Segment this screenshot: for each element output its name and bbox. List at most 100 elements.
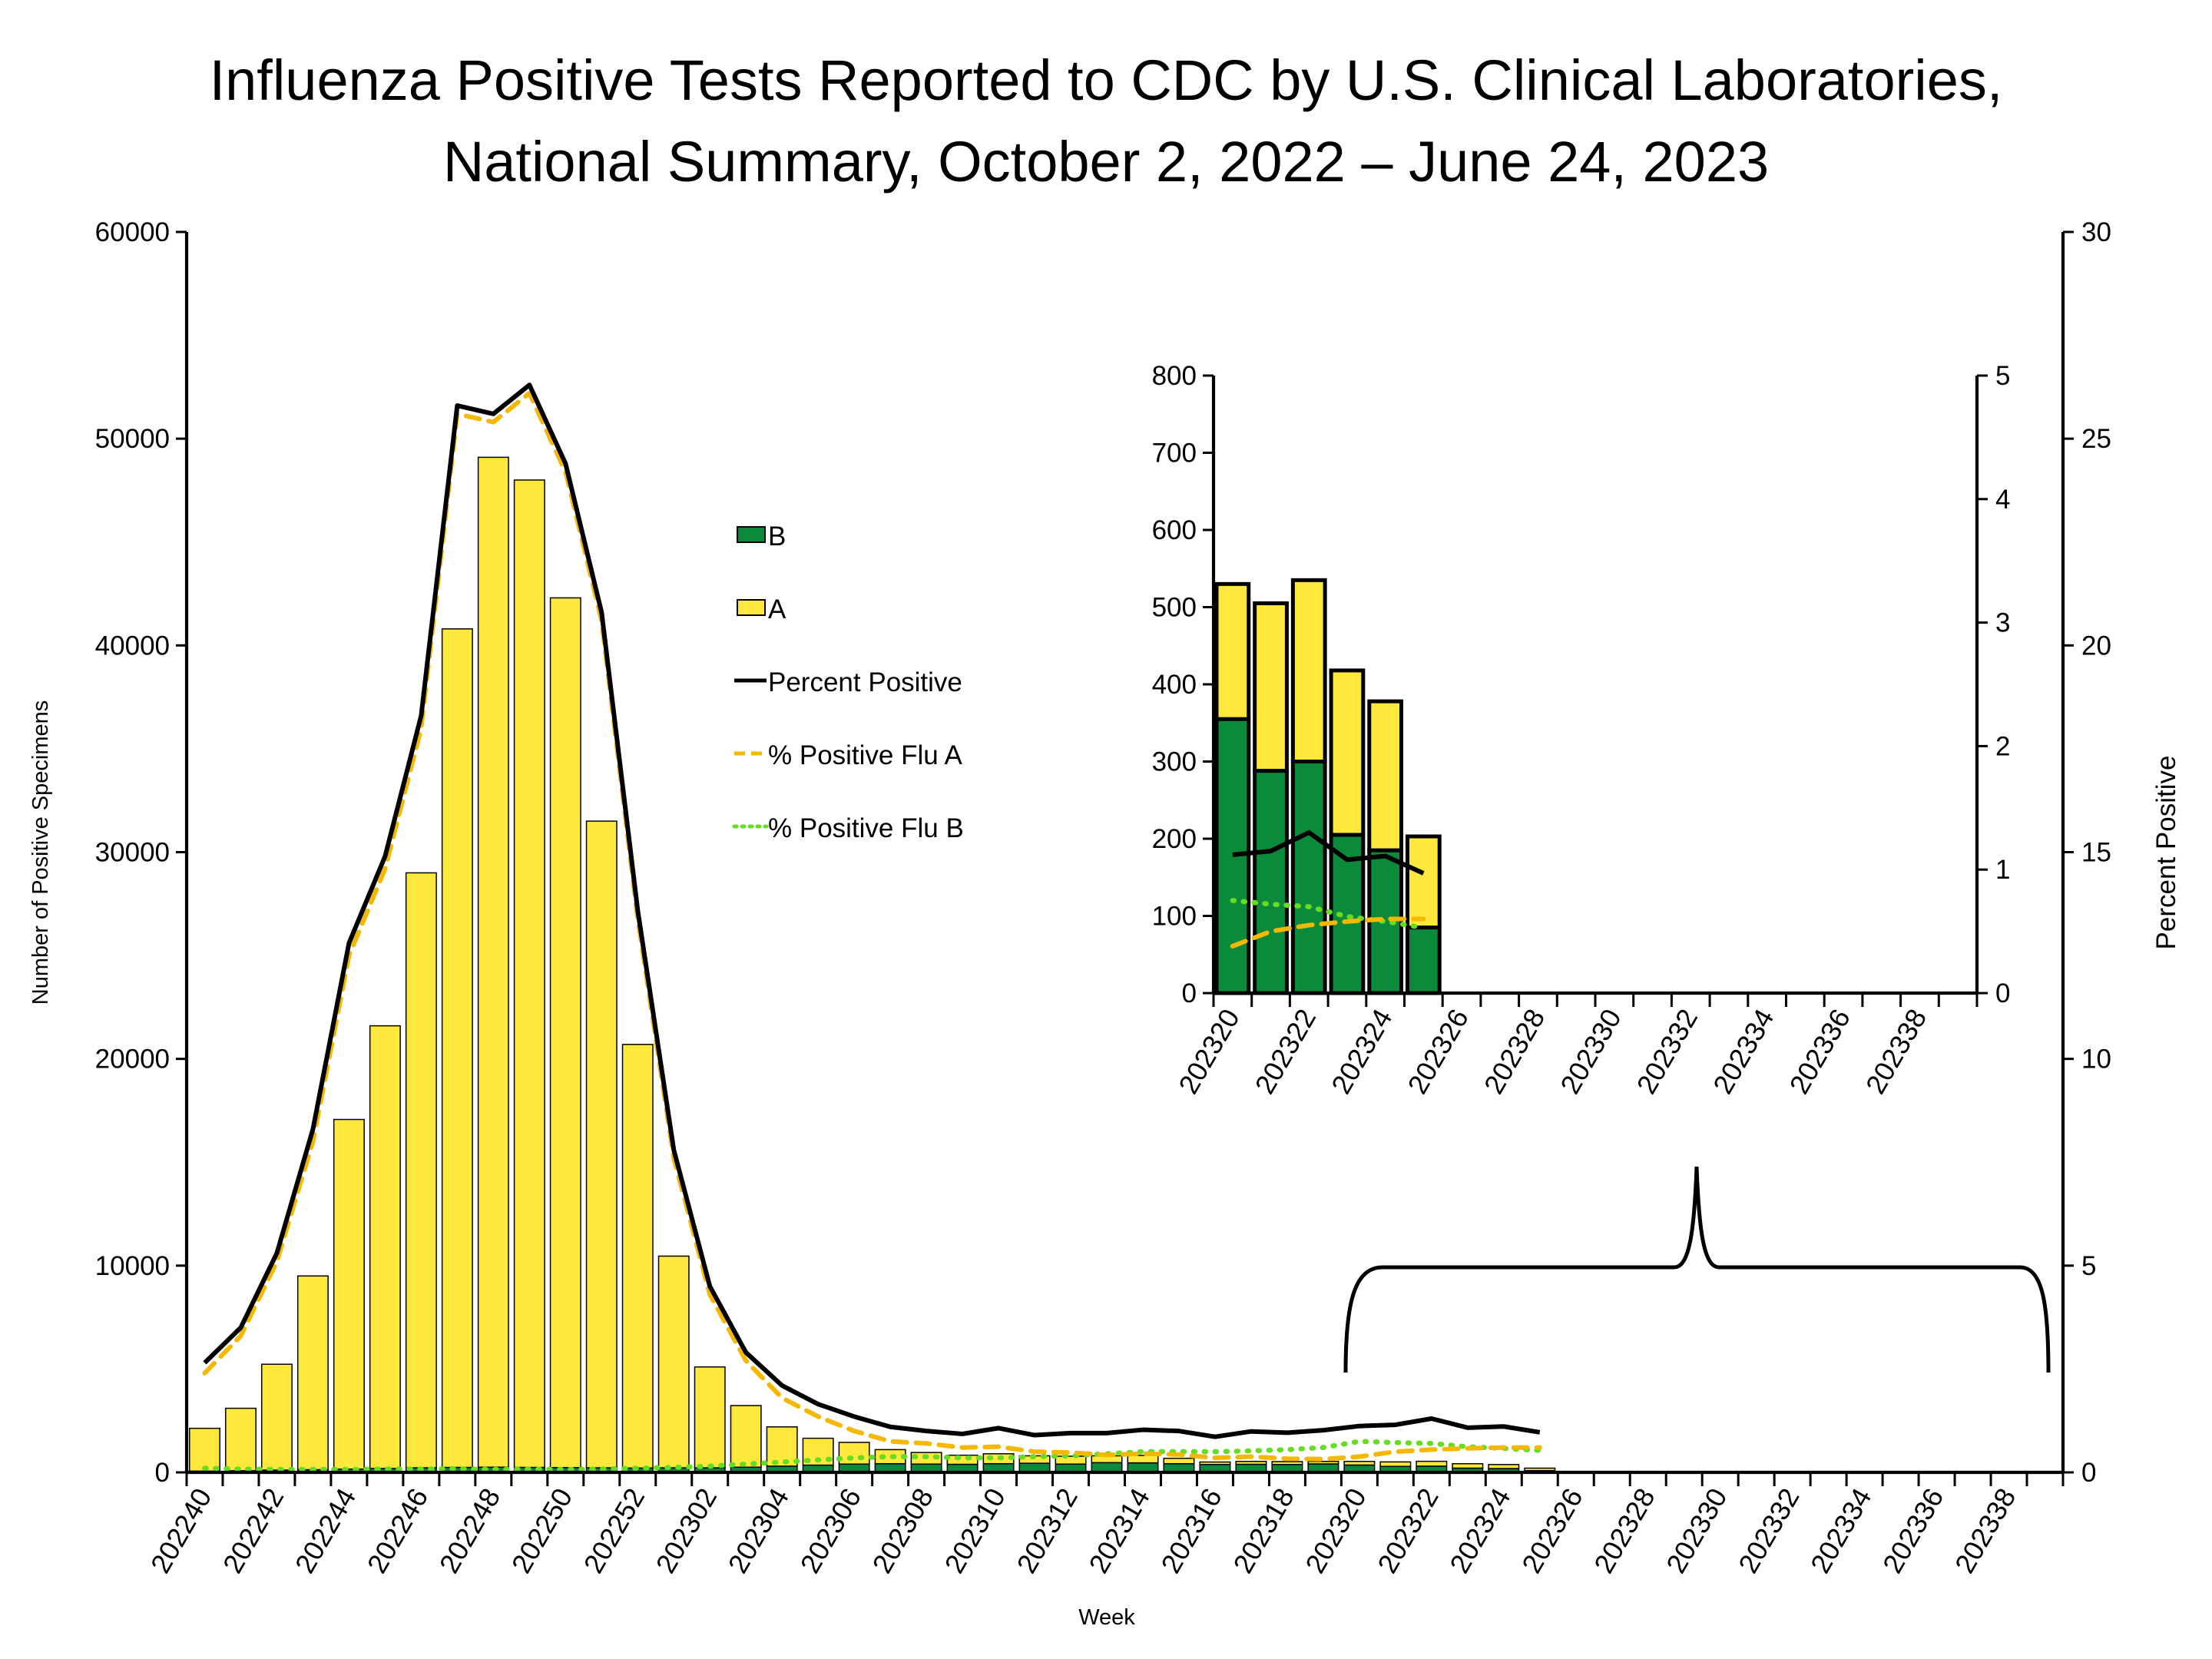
main-bar-a-202250 [549, 597, 581, 1469]
main-x-tick-label: 202324 [1443, 1483, 1517, 1579]
main-bar-a-202320 [1343, 1460, 1376, 1466]
inset-y2-tick-label: 0 [1995, 979, 2010, 1008]
main-y2-tick-label: 0 [2081, 1458, 2096, 1488]
main-x-tick-label: 202250 [505, 1483, 579, 1579]
legend-label-b: B [768, 522, 786, 551]
inset-y-tick-label: 800 [1152, 361, 1197, 391]
main-x-tick-label: 202338 [1949, 1483, 2022, 1579]
main-bar-a-202241 [224, 1407, 257, 1472]
main-bar-a-202323 [1452, 1462, 1484, 1469]
inset-bar-a-202325 [1405, 834, 1442, 930]
inset-bar-a-202322 [1290, 578, 1327, 764]
main-x-tick-label: 202244 [289, 1483, 363, 1579]
main-x-tick-label: 202326 [1515, 1483, 1589, 1579]
inset-x-tick-label: 202330 [1554, 1004, 1628, 1100]
main-x-tick-label: 202314 [1082, 1483, 1156, 1579]
main-y-tick-label: 40000 [95, 631, 170, 661]
inset-y2-tick-label: 2 [1995, 731, 2010, 761]
main-bar-a-202245 [369, 1025, 401, 1469]
inset-bar-b-202325 [1405, 926, 1442, 995]
main-x-tick-label: 202302 [650, 1483, 724, 1579]
main-x-tick-label: 202246 [361, 1483, 435, 1579]
legend-label-positive-flu-b: % Positive Flu B [768, 813, 964, 843]
main-bar-a-202306 [838, 1442, 870, 1465]
main-bar-a-202303 [730, 1405, 762, 1469]
main-bar-a-202316 [1199, 1461, 1231, 1465]
main-bar-a-202244 [333, 1118, 365, 1470]
main-bar-a-202319 [1307, 1460, 1339, 1465]
main-plot: 0100002000030000400005000060000051015202… [95, 217, 2111, 1578]
inset-line-positive-flu-b [1230, 898, 1426, 931]
main-x-tick-label: 202240 [144, 1483, 218, 1579]
main-y2-tick-label: 10 [2081, 1045, 2111, 1075]
inset-y2-tick-label: 5 [1995, 361, 2010, 391]
main-bar-a-202317 [1235, 1460, 1267, 1465]
legend-swatch-a [737, 599, 766, 616]
main-bar-a-202252 [621, 1044, 654, 1469]
y-axis-title: Number of Positive Specimens [28, 700, 53, 1005]
main-bar-a-202314 [1127, 1455, 1159, 1464]
inset-x-tick-label: 202334 [1707, 1004, 1780, 1100]
main-y-tick-label: 30000 [95, 838, 170, 868]
main-bar-a-202249 [513, 479, 545, 1469]
main-y2-tick-label: 5 [2081, 1251, 2096, 1281]
inset-y2-tick-label: 3 [1995, 608, 2010, 638]
main-bar-a-202325 [1524, 1467, 1556, 1472]
main-x-tick-label: 202308 [866, 1483, 939, 1579]
legend-label-percent-positive: Percent Positive [768, 667, 962, 697]
inset-y-tick-label: 200 [1152, 824, 1197, 854]
main-y2-tick-label: 20 [2081, 631, 2111, 661]
main-x-tick-label: 202306 [793, 1483, 867, 1579]
main-line-percent-positive [203, 382, 1541, 1439]
main-x-tick-label: 202332 [1732, 1483, 1806, 1579]
main-bar-a-202242 [260, 1363, 293, 1471]
main-bar-a-202240 [189, 1427, 220, 1472]
x-axis-title: Week [1078, 1605, 1135, 1630]
main-bar-a-202247 [441, 628, 473, 1469]
inset-x-tick-label: 202324 [1325, 1004, 1399, 1100]
main-bar-a-202324 [1488, 1464, 1520, 1469]
main-y-tick-label: 60000 [95, 217, 170, 247]
inset-line-positive-flu-a [1230, 916, 1426, 949]
main-bar-a-202302 [694, 1366, 726, 1469]
main-y-tick-label: 20000 [95, 1045, 170, 1075]
inset-x-tick-label: 202322 [1249, 1004, 1323, 1100]
inset-bar-b-202322 [1290, 760, 1327, 995]
main-bar-a-202322 [1416, 1460, 1448, 1467]
main-x-tick-label: 202248 [433, 1483, 507, 1579]
inset-y2-tick-label: 1 [1995, 855, 2010, 885]
inset-y-tick-label: 600 [1152, 515, 1197, 545]
inset-bar-a-202324 [1367, 699, 1404, 853]
inset-y-tick-label: 500 [1152, 593, 1197, 623]
main-x-tick-label: 202328 [1588, 1483, 1661, 1579]
zoom-brace [1343, 1166, 2051, 1373]
inset-y2-tick-label: 4 [1995, 485, 2010, 515]
main-x-tick-label: 202330 [1660, 1483, 1734, 1579]
chart-title-line-2: National Summary, October 2, 2022 – June… [443, 130, 1769, 194]
main-x-tick-label: 202336 [1876, 1483, 1950, 1579]
main-bar-a-202304 [766, 1426, 798, 1467]
inset-y-tick-label: 100 [1152, 902, 1197, 932]
main-bar-a-202315 [1163, 1457, 1195, 1465]
inset-x-tick-label: 202326 [1401, 1004, 1475, 1100]
main-bar-a-202248 [477, 456, 509, 1469]
inset-x-tick-label: 202320 [1172, 1004, 1246, 1100]
main-y-tick-label: 0 [155, 1458, 170, 1488]
main-bar-a-202243 [296, 1275, 329, 1471]
inset-bar-b-202320 [1214, 717, 1251, 995]
main-x-tick-label: 202334 [1804, 1483, 1878, 1579]
main-bar-a-202321 [1379, 1461, 1412, 1467]
main-x-tick-label: 202316 [1154, 1483, 1228, 1579]
main-x-tick-label: 202310 [938, 1483, 1012, 1579]
main-x-tick-label: 202318 [1227, 1483, 1300, 1579]
main-x-tick-label: 202242 [217, 1483, 290, 1579]
main-x-tick-label: 202320 [1299, 1483, 1373, 1579]
y2-axis-title: Percent Positive [2151, 756, 2181, 950]
main-x-tick-label: 202312 [1010, 1483, 1084, 1579]
main-x-tick-label: 202304 [722, 1483, 796, 1579]
main-bar-a-202312 [1055, 1455, 1087, 1465]
inset-bar-a-202320 [1214, 581, 1251, 721]
inset-y-tick-label: 0 [1182, 979, 1197, 1008]
inset-y-tick-label: 400 [1152, 670, 1197, 700]
